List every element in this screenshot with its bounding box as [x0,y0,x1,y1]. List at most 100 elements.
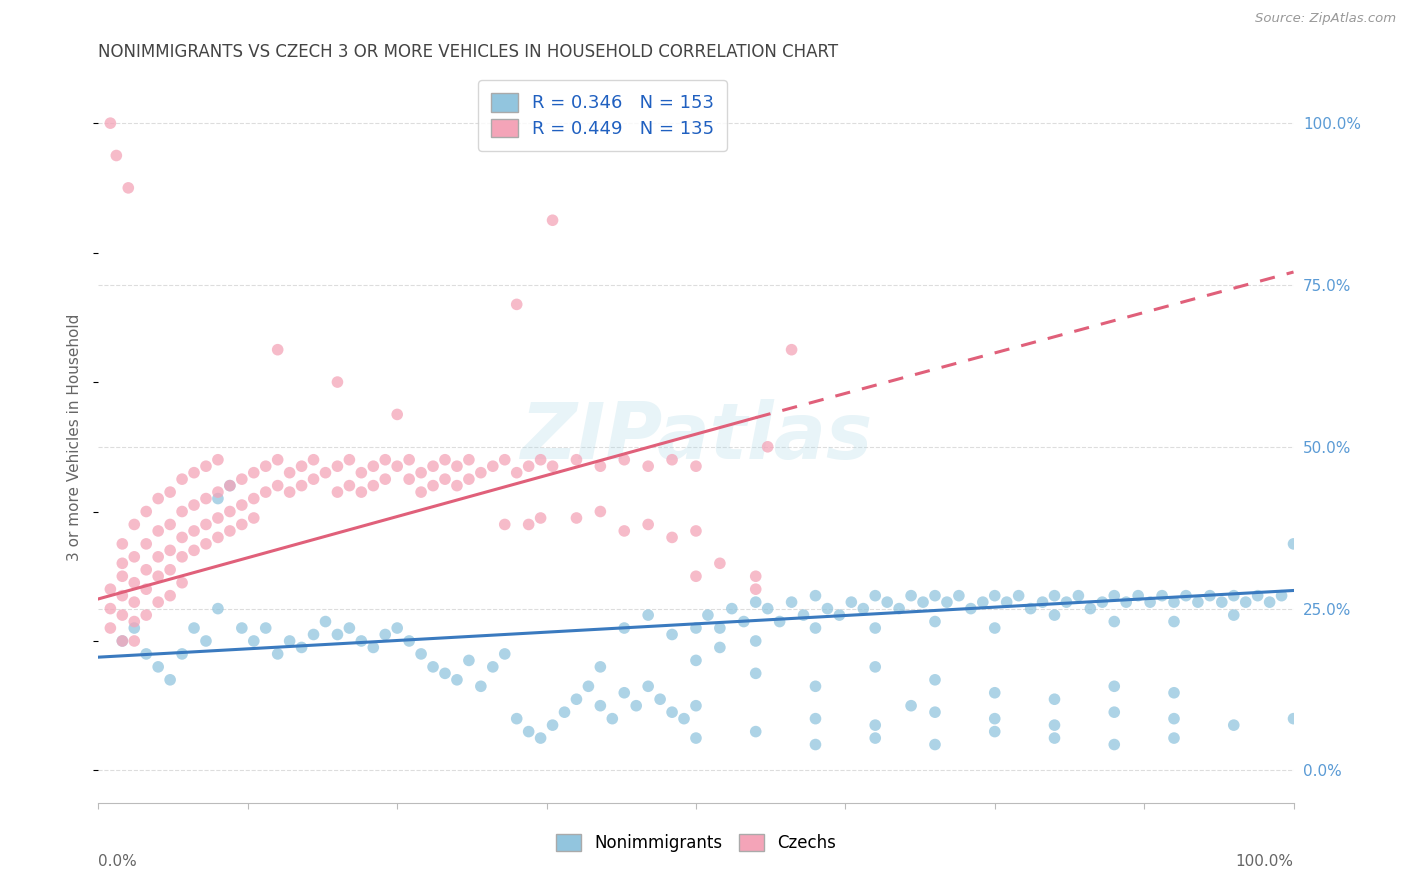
Point [637,517,659,532]
Point [815,601,838,615]
Legend: Nonimmigrants, Czechs: Nonimmigrants, Czechs [547,825,845,860]
Point [172,472,194,486]
Point [434,472,457,486]
Point [135,608,157,623]
Point [411,647,433,661]
Point [159,563,181,577]
Point [231,517,253,532]
Point [1152,589,1174,603]
Point [446,478,468,492]
Point [195,634,218,648]
Point [219,524,242,538]
Point [111,537,134,551]
Point [458,472,481,486]
Point [422,459,444,474]
Point [183,524,205,538]
Text: 0.0%: 0.0% [98,854,138,869]
Point [363,478,385,492]
Point [243,511,266,525]
Point [267,452,290,467]
Point [685,459,707,474]
Point [374,472,396,486]
Point [350,466,373,480]
Point [1032,595,1054,609]
Point [1282,712,1305,726]
Point [98,582,122,597]
Point [1056,595,1078,609]
Point [207,452,229,467]
Point [745,724,768,739]
Point [1247,589,1270,603]
Point [1080,601,1102,615]
Point [541,718,564,732]
Point [673,712,696,726]
Point [1163,731,1185,745]
Point [1211,595,1233,609]
Point [1271,589,1294,603]
Point [685,731,707,745]
Point [793,608,815,623]
Point [326,375,349,389]
Point [721,601,744,615]
Point [446,673,468,687]
Point [1223,718,1246,732]
Point [111,608,134,623]
Point [326,485,349,500]
Point [458,452,481,467]
Point [267,343,290,357]
Point [195,517,218,532]
Point [780,343,803,357]
Point [363,640,385,655]
Point [876,595,898,609]
Point [506,297,529,311]
Point [685,653,707,667]
Point [780,595,803,609]
Point [117,181,139,195]
Point [291,459,314,474]
Point [924,705,946,719]
Point [828,608,851,623]
Point [1258,595,1281,609]
Point [506,712,529,726]
Point [661,452,683,467]
Point [339,452,361,467]
Point [422,660,444,674]
Point [302,472,325,486]
Point [494,647,516,661]
Point [135,582,157,597]
Point [554,705,576,719]
Point [661,705,683,719]
Point [626,698,648,713]
Point [517,724,540,739]
Point [900,589,922,603]
Point [219,478,242,492]
Point [434,452,457,467]
Point [148,660,170,674]
Point [148,524,170,538]
Point [804,621,827,635]
Point [207,530,229,544]
Point [865,660,887,674]
Point [589,459,612,474]
Point [637,608,659,623]
Point [159,485,181,500]
Point [589,698,612,713]
Point [124,549,146,564]
Point [326,459,349,474]
Point [385,408,409,422]
Point [315,615,337,629]
Point [530,731,553,745]
Point [1019,601,1042,615]
Point [470,679,492,693]
Point [1234,595,1257,609]
Point [661,530,683,544]
Point [565,452,588,467]
Point [1223,608,1246,623]
Point [541,459,564,474]
Point [278,485,301,500]
Point [924,738,946,752]
Point [111,589,134,603]
Point [267,647,290,661]
Point [530,511,553,525]
Point [339,621,361,635]
